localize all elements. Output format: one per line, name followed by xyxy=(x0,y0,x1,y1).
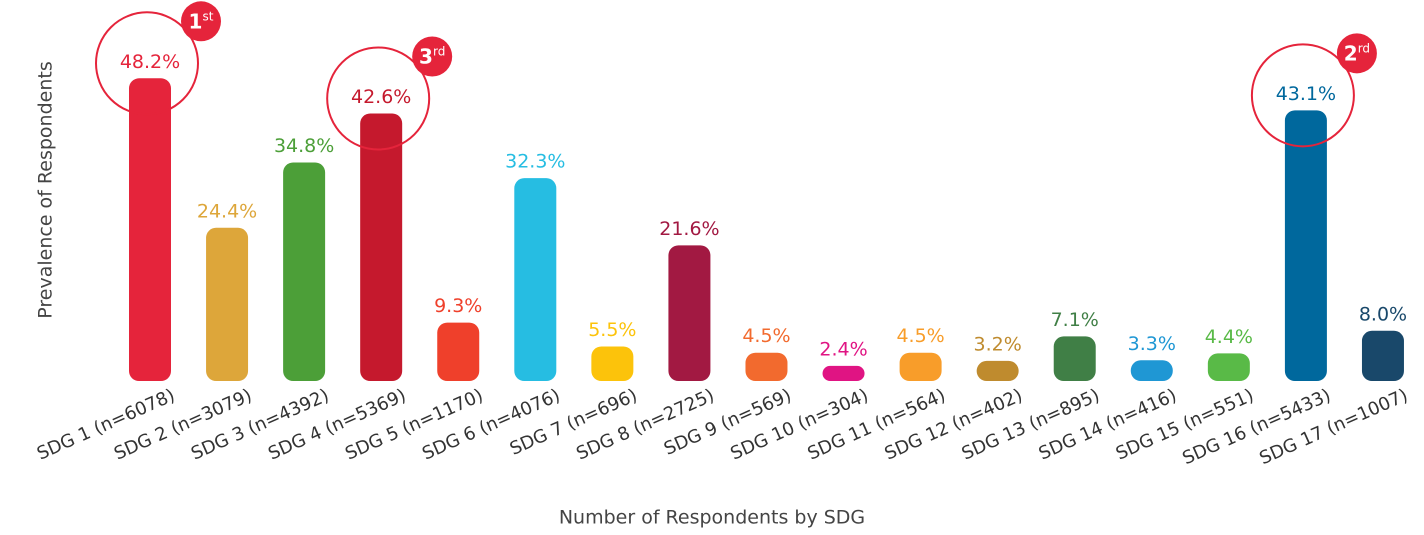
rank-badge xyxy=(412,36,453,77)
value-label: 21.6% xyxy=(659,218,719,240)
rank-label: 2rd xyxy=(1344,41,1370,65)
rank-label: 1st xyxy=(189,9,214,33)
value-label: 34.8% xyxy=(274,135,334,157)
bar xyxy=(1130,360,1173,381)
bar xyxy=(283,162,326,381)
bar xyxy=(591,346,634,381)
y-axis-title: Prevalence of Respondents xyxy=(35,61,57,318)
value-label: 42.6% xyxy=(351,86,411,108)
value-label: 5.5% xyxy=(588,319,636,341)
rank-suffix: rd xyxy=(433,44,445,58)
value-label: 4.4% xyxy=(1205,326,1253,348)
highlight-ring xyxy=(95,11,199,116)
bar xyxy=(1207,353,1250,381)
bar xyxy=(129,78,171,381)
rank-suffix: rd xyxy=(1358,41,1370,55)
bar xyxy=(822,365,865,381)
x-tick-label: SDG 9 (n=569) xyxy=(661,385,795,460)
rank-badge xyxy=(1336,33,1377,74)
value-label: 8.0% xyxy=(1359,303,1407,325)
value-label: 4.5% xyxy=(896,325,944,347)
bar xyxy=(206,227,249,381)
value-label: 32.3% xyxy=(505,151,565,173)
bar xyxy=(668,245,711,381)
rank-number: 1 xyxy=(189,9,203,33)
x-axis-title: Number of Respondents by SDG xyxy=(559,507,865,529)
bar xyxy=(1053,336,1096,381)
value-label: 2.4% xyxy=(819,338,867,360)
x-tick-label: SDG 7 (n=696) xyxy=(507,385,641,460)
value-label: 3.3% xyxy=(1128,333,1176,355)
bar xyxy=(360,113,403,382)
value-label: 4.5% xyxy=(742,325,790,347)
value-label: 9.3% xyxy=(434,295,482,317)
value-label: 24.4% xyxy=(197,200,257,222)
value-label: 43.1% xyxy=(1276,83,1336,105)
rank-number: 3 xyxy=(419,44,433,68)
rank-suffix: st xyxy=(202,9,213,23)
bar xyxy=(514,178,557,381)
bar xyxy=(899,352,942,381)
bar xyxy=(976,360,1019,381)
value-label: 48.2% xyxy=(120,51,180,73)
rank-label: 3rd xyxy=(419,44,445,68)
highlight-ring xyxy=(1250,43,1355,148)
value-label: 3.2% xyxy=(974,333,1022,355)
bar xyxy=(437,322,480,381)
bar xyxy=(745,352,788,381)
bar xyxy=(1284,110,1327,381)
bar xyxy=(1361,330,1404,381)
rank-number: 2 xyxy=(1344,41,1358,65)
rank-badge xyxy=(181,1,221,42)
value-label: 7.1% xyxy=(1051,309,1099,331)
highlight-ring xyxy=(326,46,431,151)
